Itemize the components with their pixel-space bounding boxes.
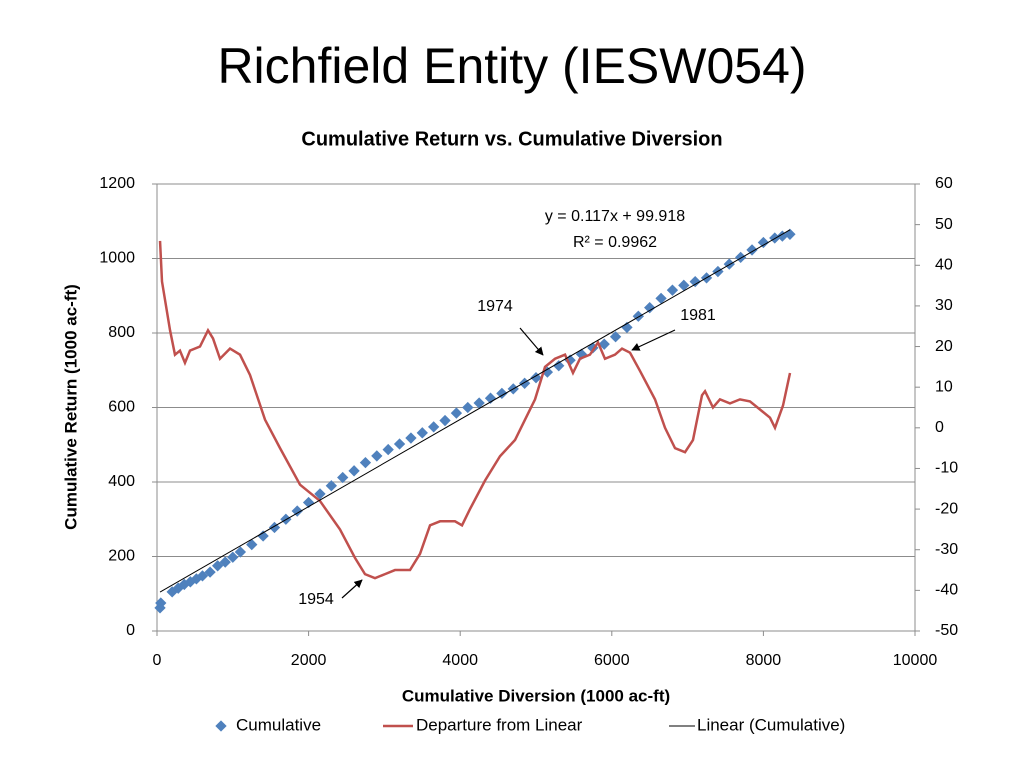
- chart-title: Cumulative Return vs. Cumulative Diversi…: [301, 128, 722, 150]
- x-tick-label: 6000: [594, 652, 630, 669]
- x-tick-label: 8000: [746, 652, 782, 669]
- scatter-point: [204, 566, 216, 578]
- y2-tick-label: -50: [935, 622, 958, 639]
- y2-tick-label: 60: [935, 175, 953, 192]
- annotation: 1954: [298, 591, 334, 608]
- scatter-point: [553, 360, 565, 372]
- scatter-point: [382, 443, 394, 456]
- y-tick-label: 200: [108, 548, 135, 565]
- legend-label: Departure from Linear: [416, 715, 583, 734]
- scatter-point: [428, 421, 440, 433]
- scatter-point: [337, 471, 349, 484]
- y-tick-label: 1200: [99, 175, 135, 192]
- scatter-point: [155, 597, 167, 609]
- trendline-equation: y = 0.117x + 99.918: [545, 208, 685, 225]
- annotation: 1974: [477, 298, 513, 315]
- legend-label: Cumulative: [236, 715, 321, 734]
- scatter-point: [348, 465, 360, 477]
- scatter-point: [484, 392, 497, 404]
- scatter-point: [257, 530, 269, 542]
- scatter-point: [314, 488, 326, 500]
- scatter-point: [462, 401, 474, 414]
- series-line: [159, 229, 791, 593]
- scatter-point: [450, 407, 463, 419]
- series-line: [158, 240, 792, 580]
- y2-tick-label: 20: [935, 338, 953, 355]
- scatter-point: [518, 377, 531, 389]
- y-tick-label: 800: [108, 324, 135, 341]
- scatter-point: [723, 258, 735, 270]
- y2-tick-label: -20: [935, 500, 958, 517]
- y2-tick-label: -40: [935, 582, 958, 599]
- scatter-point: [291, 505, 303, 517]
- scatter-point: [757, 236, 770, 249]
- scatter-point: [644, 302, 656, 314]
- y2-tick-label: 0: [935, 419, 944, 436]
- trendline-r2: R² = 0.9962: [573, 234, 657, 251]
- y2-tick-label: 40: [935, 256, 953, 273]
- y-tick-label: 1000: [99, 250, 135, 267]
- y2-tick-label: 30: [935, 297, 953, 314]
- scatter-point: [496, 387, 508, 400]
- scatter-point: [359, 456, 372, 469]
- scatter-point: [246, 538, 258, 551]
- scatter-point: [234, 546, 247, 558]
- x-axis-label: Cumulative Diversion (1000 ac-ft): [402, 686, 670, 705]
- scatter-point: [473, 397, 485, 409]
- scatter-point: [678, 279, 690, 291]
- annotation: 1981: [680, 307, 716, 324]
- scatter-point: [666, 284, 679, 296]
- slide-title: Richfield Entity (IESW054): [217, 38, 806, 94]
- scatter-point: [632, 310, 644, 322]
- x-tick-label: 2000: [291, 652, 327, 669]
- y-tick-label: 0: [126, 622, 135, 639]
- scatter-point: [621, 321, 633, 334]
- scatter-point: [776, 230, 789, 242]
- scatter-point: [405, 432, 417, 444]
- y-tick-label: 400: [108, 473, 135, 490]
- annotation-arrow: [341, 579, 363, 599]
- legend-label: Linear (Cumulative): [697, 715, 845, 734]
- scatter-point: [598, 338, 610, 350]
- y-axis-label: Cumulative Return (1000 ac-ft): [61, 284, 80, 530]
- y2-tick-label: 50: [935, 216, 953, 233]
- y-tick-label: 600: [108, 399, 135, 416]
- scatter-point: [371, 450, 383, 462]
- scatter-point: [689, 275, 701, 288]
- annotation-arrow: [631, 329, 676, 351]
- x-tick-label: 10000: [893, 652, 938, 669]
- scatter-point: [393, 438, 406, 450]
- scatter-point: [325, 480, 337, 492]
- scatter-point: [735, 251, 747, 264]
- y2-tick-label: -10: [935, 460, 958, 477]
- scatter-point: [219, 556, 231, 568]
- scatter-point: [227, 551, 239, 563]
- scatter-point: [609, 331, 622, 343]
- x-tick-label: 4000: [442, 652, 478, 669]
- legend-marker: [215, 720, 227, 732]
- scatter-point: [439, 414, 451, 427]
- y2-tick-label: -30: [935, 541, 958, 558]
- annotation-arrow: [519, 327, 544, 356]
- scatter-point: [655, 292, 667, 305]
- scatter-point: [416, 427, 428, 439]
- scatter-point: [530, 372, 542, 384]
- x-tick-label: 0: [153, 652, 162, 669]
- y2-tick-label: 10: [935, 378, 953, 395]
